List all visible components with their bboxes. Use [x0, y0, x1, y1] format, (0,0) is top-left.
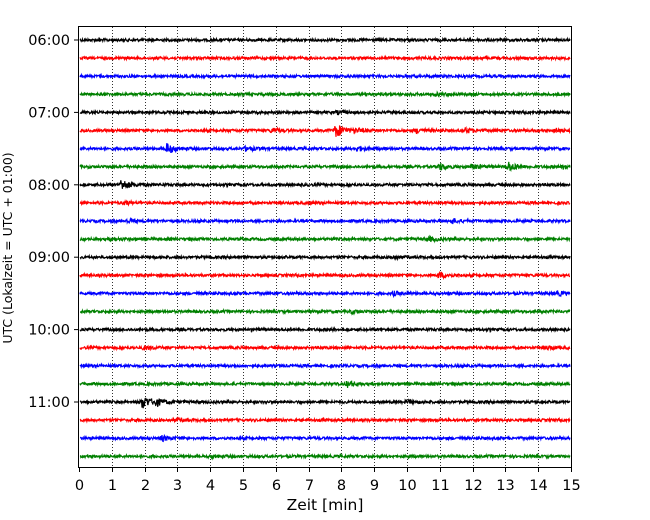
x-tick-label: 14 [529, 478, 547, 494]
plot-frame [78, 26, 572, 468]
x-tick-label: 10 [398, 478, 416, 494]
x-tick-label: 2 [141, 478, 150, 494]
y-tick-label: 11:00 [28, 395, 70, 411]
y-axis: 06:00 07:00 08:00 09:00 10:00 11:00 [28, 33, 79, 411]
x-tick-label: 3 [173, 478, 182, 494]
seismogram-trace [79, 344, 571, 352]
seismogram-trace [79, 270, 571, 281]
seismogram-trace [79, 198, 571, 207]
x-tick-label: 1 [108, 478, 117, 494]
seismogram-trace [79, 433, 571, 443]
y-tick-label: 08:00 [28, 178, 70, 194]
seismogram-trace [80, 307, 571, 316]
x-tick-label: 12 [464, 478, 482, 494]
x-tick-label: 5 [239, 478, 248, 494]
x-tick-label: 7 [305, 478, 314, 494]
seismogram-trace [79, 380, 571, 388]
y-tick-label: 10:00 [28, 323, 70, 339]
x-tick-label: 8 [337, 478, 346, 494]
y-axis-label: UTC (Lokalzeit = UTC + 01:00) [0, 152, 15, 343]
seismogram-trace [79, 234, 571, 244]
x-tick-label: 6 [272, 478, 281, 494]
x-axis: 0 1 2 3 4 5 6 7 8 9 10 11 12 13 14 15 [75, 467, 581, 494]
x-tick-label: 13 [496, 478, 514, 494]
seismogram-trace [79, 216, 571, 225]
x-tick-label: 4 [206, 478, 215, 494]
x-tick-label: 11 [431, 478, 449, 494]
seismogram-trace [79, 397, 571, 409]
seismogram-traces [79, 36, 571, 461]
x-tick-label: 9 [370, 478, 379, 494]
seismogram-trace [79, 161, 571, 172]
seismogram-trace [79, 108, 571, 117]
x-axis-label: Zeit [min] [287, 496, 364, 514]
seismogram-trace [79, 143, 571, 154]
seismogram-trace [79, 253, 571, 262]
x-tick-label: 15 [562, 478, 580, 494]
seismogram-trace [79, 90, 571, 98]
y-tick-label: 09:00 [28, 250, 70, 266]
seismogram-trace [79, 452, 571, 461]
vertical-grid [112, 27, 539, 467]
seismogram-trace [79, 72, 571, 80]
seismogram-trace [79, 325, 571, 334]
seismogram-trace [79, 36, 571, 44]
seismogram-trace [79, 125, 571, 137]
seismogram-trace [79, 180, 571, 189]
y-tick-label: 06:00 [28, 33, 70, 49]
seismogram-trace [79, 362, 571, 370]
y-tick-label: 07:00 [28, 105, 70, 121]
x-tick-label: 0 [75, 478, 84, 494]
seismogram-trace [79, 416, 571, 424]
seismogram-trace [79, 289, 571, 299]
seismogram-trace [79, 54, 571, 62]
